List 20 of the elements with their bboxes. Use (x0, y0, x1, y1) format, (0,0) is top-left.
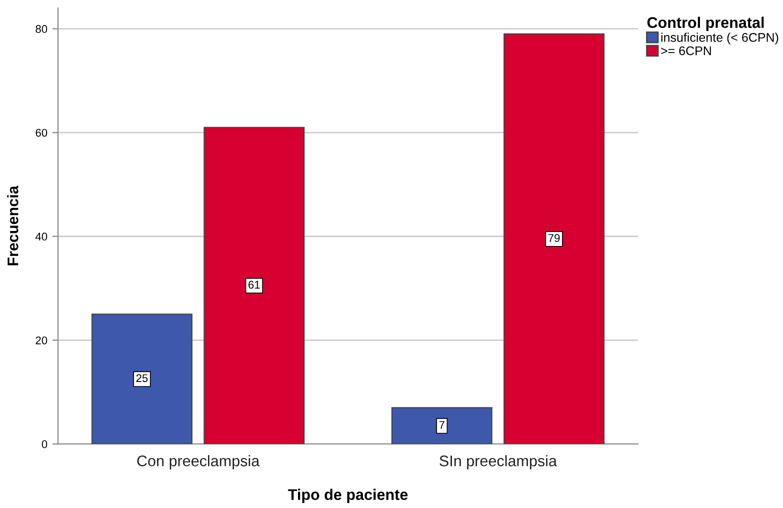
bar (91, 314, 192, 444)
y-tick-label: 80 (36, 25, 48, 33)
y-tick-label: 40 (35, 232, 48, 241)
x-tick-label: SIn preeclampsia (440, 455, 557, 470)
bar (391, 407, 492, 444)
y-axis-title: Frecuencia (7, 186, 18, 266)
data-label: 61 (248, 280, 260, 289)
legend-title: Control prenatal (647, 16, 764, 31)
legend-label: insuficiente (< 6CPN) (661, 32, 778, 44)
bar (204, 126, 305, 444)
data-label: 7 (439, 421, 444, 429)
y-tick-label: 0 (42, 440, 48, 448)
data-label: 79 (548, 234, 560, 242)
x-tick-label: Con preeclampsia (137, 455, 260, 470)
x-axis-title: Tipo de paciente (288, 488, 408, 504)
y-tick-label: 60 (36, 128, 48, 137)
y-tick-label: 20 (36, 336, 48, 344)
legend-label: >= 6CPN (661, 46, 711, 56)
data-label: 25 (136, 374, 148, 382)
bar (504, 33, 605, 444)
